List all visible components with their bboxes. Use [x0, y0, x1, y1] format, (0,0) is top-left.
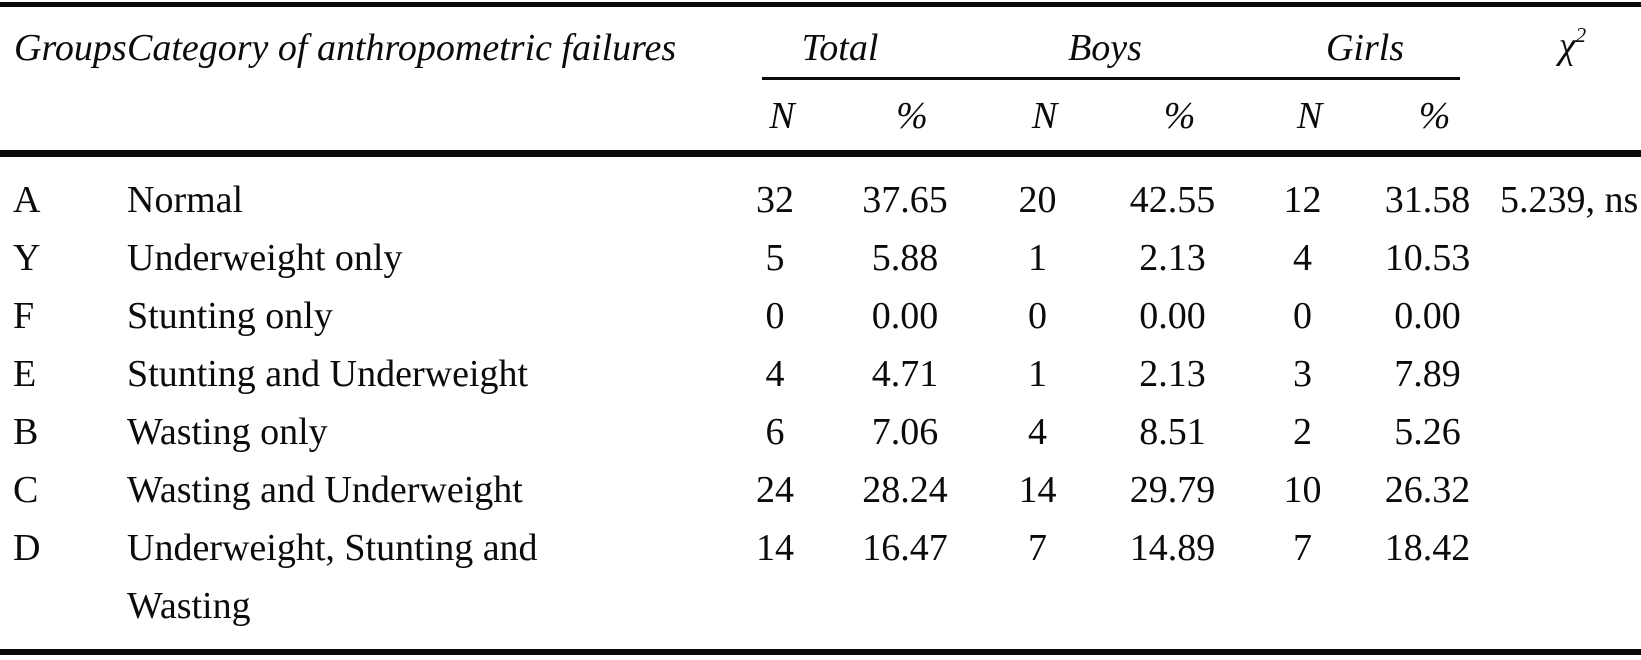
cell-chi-square — [1490, 287, 1641, 345]
cell-girls-pct: 5.26 — [1394, 411, 1461, 453]
table-row: Y Underweight only 5 5.88 1 2.13 4 10.53 — [0, 229, 1641, 287]
cell-chi-square — [1490, 461, 1641, 519]
cell-total-pct: 28.24 — [862, 469, 948, 511]
group-header-row: Groups Category of anthropometric failur… — [0, 0, 1641, 80]
chi-exponent: 2 — [1575, 23, 1587, 47]
cell-total-pct: 4.71 — [871, 353, 939, 395]
cell-boys-pct: 8.51 — [1139, 411, 1206, 453]
cell-total-pct: 0.00 — [871, 295, 939, 337]
table-row: D Underweight, Stunting and Wasting 14 1… — [0, 519, 1641, 637]
cell-total-n: 5 — [765, 237, 785, 279]
cell-girls-n: 12 — [1283, 179, 1322, 221]
cell-total-n: 4 — [765, 353, 785, 395]
table-row: C Wasting and Underweight 24 28.24 14 29… — [0, 461, 1641, 519]
cell-girls-n: 3 — [1293, 353, 1313, 395]
cell-group: D — [13, 527, 41, 569]
cell-chi-square: 5.239, ns — [1500, 179, 1639, 221]
cell-boys-n: 14 — [1018, 469, 1057, 511]
category-text: Normal — [127, 179, 244, 221]
col-header-chi-square: χ2 — [1490, 0, 1641, 152]
cell-category: Underweight only — [120, 229, 710, 287]
cell-total-n: 32 — [756, 179, 794, 221]
cell-boys-n: 1 — [1028, 353, 1048, 395]
cell-category: Wasting and Underweight — [120, 461, 710, 519]
cell-girls-pct: 0.00 — [1394, 295, 1461, 337]
cell-total-n: 6 — [765, 411, 785, 453]
bottom-rule — [0, 649, 1641, 655]
cell-boys-pct: 2.13 — [1139, 353, 1206, 395]
cell-group: E — [13, 353, 37, 395]
cell-group: C — [13, 469, 39, 511]
col-header-boys-n: N — [1031, 95, 1058, 137]
cell-girls-pct: 7.89 — [1394, 353, 1461, 395]
col-header-boys-pct: % — [1163, 95, 1196, 137]
cell-boys-n: 0 — [1028, 295, 1048, 337]
cell-boys-pct: 14.89 — [1129, 527, 1216, 569]
cell-boys-n: 4 — [1028, 411, 1048, 453]
subheader-row: N % N % N % — [0, 80, 1641, 152]
cell-category: Stunting and Underweight — [120, 345, 710, 403]
category-text: Underweight only — [127, 237, 403, 279]
cell-chi-square — [1490, 345, 1641, 403]
cell-group: A — [13, 179, 41, 221]
group-header-girls: Girls — [1325, 27, 1405, 69]
col-header-girls-n: N — [1296, 95, 1323, 137]
cell-boys-n: 7 — [1028, 527, 1048, 569]
col-header-total-pct: % — [896, 95, 928, 137]
cell-boys-n: 1 — [1028, 237, 1048, 279]
group-header-total: Total — [801, 27, 879, 69]
category-text: Underweight, Stunting and Wasting — [127, 527, 538, 627]
cell-total-pct: 5.88 — [871, 237, 939, 279]
table-row: A Normal 32 37.65 20 42.55 12 31.58 5.23… — [0, 152, 1641, 229]
cell-girls-n: 7 — [1293, 527, 1313, 569]
cell-boys-pct: 42.55 — [1129, 179, 1216, 221]
cell-category: Underweight, Stunting and Wasting — [120, 519, 710, 637]
cell-girls-pct: 18.42 — [1384, 527, 1471, 569]
anthropometric-failures-table: Groups Category of anthropometric failur… — [0, 0, 1641, 637]
cell-total-n: 24 — [756, 469, 794, 511]
header-body-divider-rule — [0, 150, 1641, 157]
cell-girls-pct: 31.58 — [1384, 179, 1471, 221]
cell-girls-n: 10 — [1283, 469, 1322, 511]
col-header-groups: Groups — [14, 27, 127, 69]
table-row: E Stunting and Underweight 4 4.71 1 2.13… — [0, 345, 1641, 403]
cell-chi-square — [1490, 519, 1641, 637]
category-text: Wasting and Underweight — [127, 469, 523, 511]
cell-girls-n: 2 — [1293, 411, 1313, 453]
cell-group: F — [13, 295, 35, 337]
cell-boys-pct: 2.13 — [1139, 237, 1206, 279]
group-header-boys: Boys — [1068, 27, 1142, 69]
cell-boys-pct: 29.79 — [1129, 469, 1216, 511]
cell-chi-square — [1490, 403, 1641, 461]
cell-boys-n: 20 — [1018, 179, 1057, 221]
cell-group: Y — [13, 237, 41, 279]
category-text: Stunting and Underweight — [127, 353, 529, 395]
cell-boys-pct: 0.00 — [1139, 295, 1206, 337]
cell-girls-n: 4 — [1293, 237, 1313, 279]
cell-group: B — [13, 411, 39, 453]
chi-symbol: χ — [1558, 25, 1576, 67]
category-text: Wasting only — [127, 411, 328, 453]
cell-total-n: 14 — [756, 527, 794, 569]
col-header-total-n: N — [769, 95, 795, 137]
cell-girls-pct: 26.32 — [1384, 469, 1471, 511]
table-row: F Stunting only 0 0.00 0 0.00 0 0.00 — [0, 287, 1641, 345]
category-text: Stunting only — [127, 295, 333, 337]
top-rule — [0, 2, 1641, 7]
cell-total-pct: 16.47 — [862, 527, 948, 569]
cell-category: Wasting only — [120, 403, 710, 461]
sex-group-header-underline — [762, 77, 1460, 80]
cell-girls-pct: 10.53 — [1384, 237, 1471, 279]
cell-category: Stunting only — [120, 287, 710, 345]
col-header-category: Category of anthropometric failures — [127, 27, 677, 69]
cell-chi-square — [1490, 229, 1641, 287]
cell-girls-n: 0 — [1293, 295, 1313, 337]
cell-total-pct: 37.65 — [862, 179, 948, 221]
table-row: B Wasting only 6 7.06 4 8.51 2 5.26 — [0, 403, 1641, 461]
cell-total-pct: 7.06 — [871, 411, 939, 453]
col-header-girls-pct: % — [1418, 95, 1451, 137]
cell-category: Normal — [120, 152, 710, 229]
cell-total-n: 0 — [765, 295, 785, 337]
